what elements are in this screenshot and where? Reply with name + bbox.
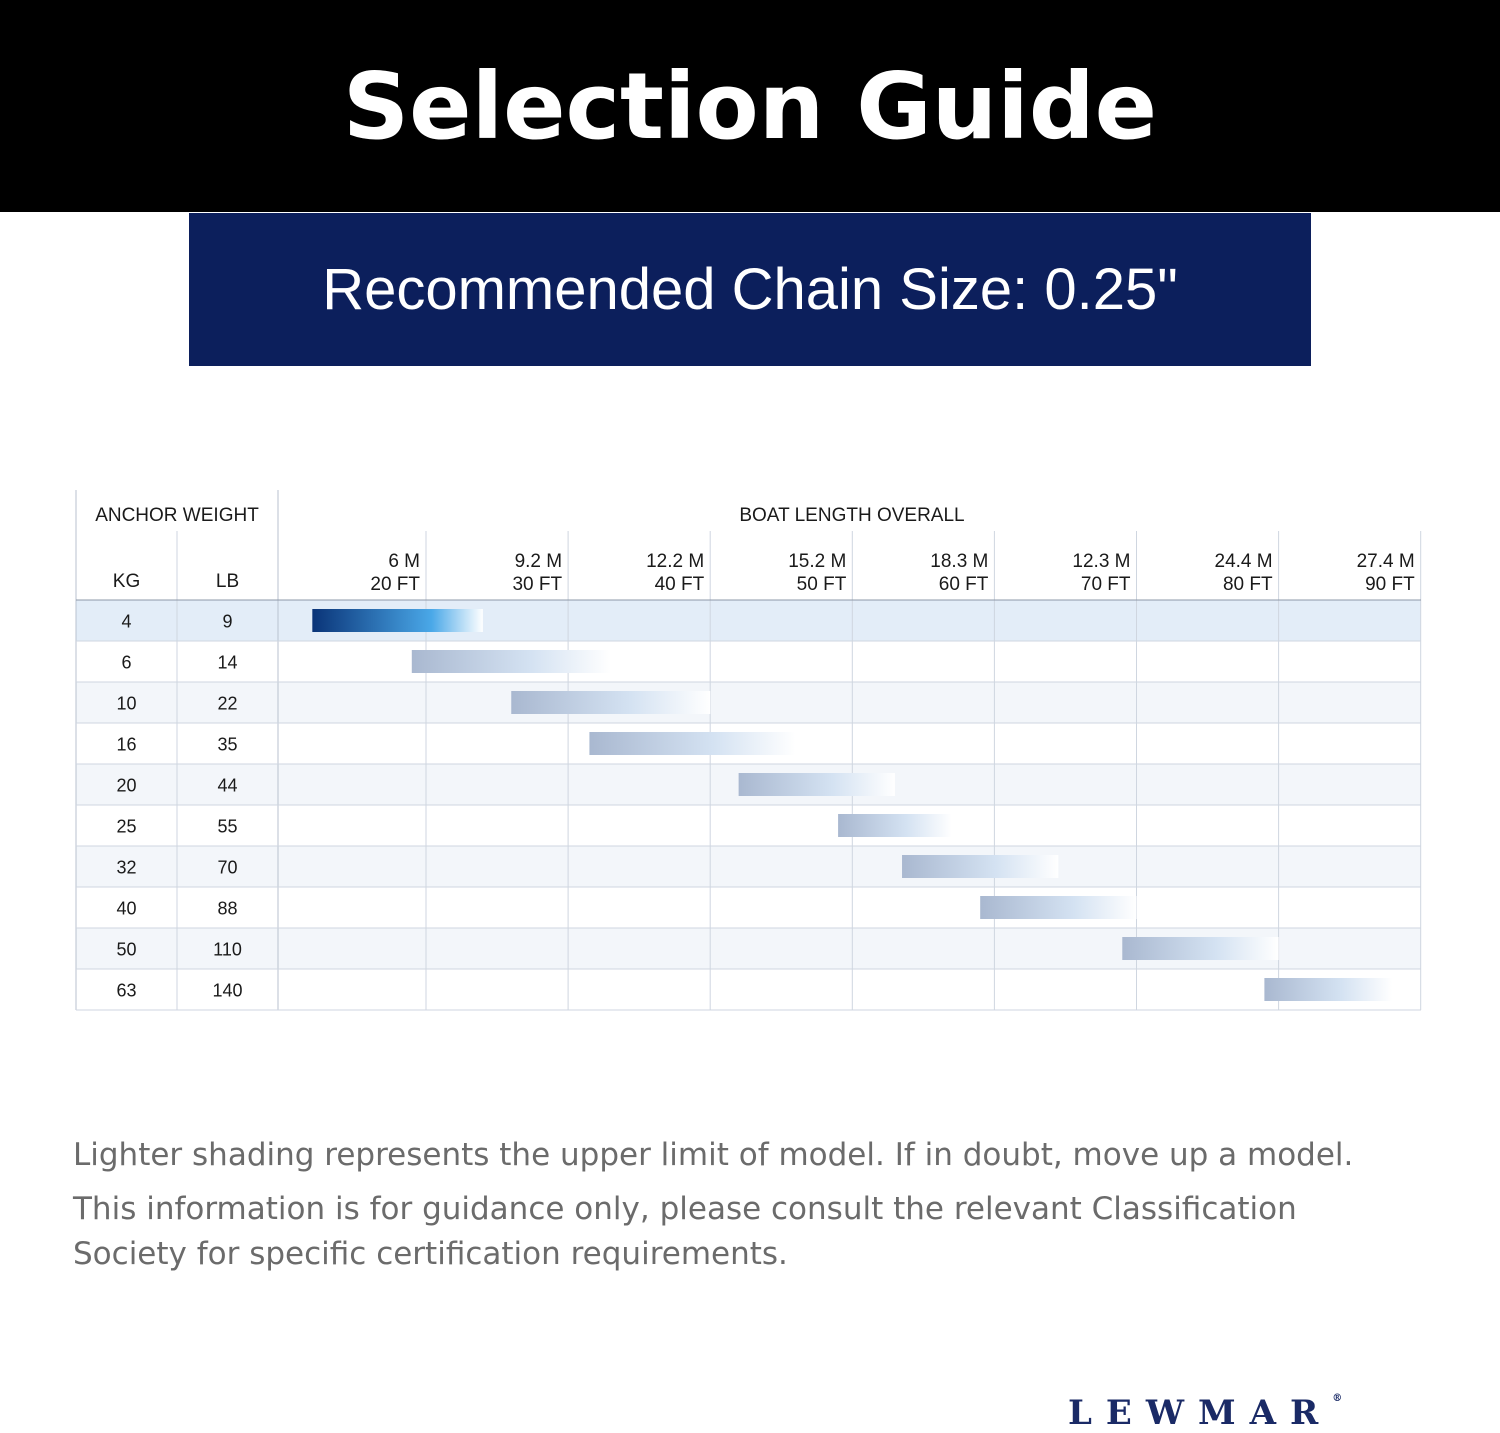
lewmar-logo: LEWMAR® [1068, 1393, 1438, 1433]
column-header-m: 12.2 M [646, 551, 704, 572]
row-kg-value: 10 [116, 694, 136, 714]
row-lb-value: 55 [217, 817, 237, 837]
range-bar [511, 691, 711, 714]
column-header-m: 6 M [388, 551, 420, 572]
anchor-weight-label: ANCHOR WEIGHT [95, 505, 259, 526]
row-kg-value: 20 [116, 776, 136, 796]
range-bar [738, 773, 895, 796]
row-kg-value: 6 [121, 653, 131, 673]
table-row-bg [76, 641, 1421, 682]
boat-length-label: BOAT LENGTH OVERALL [739, 505, 964, 526]
column-header-m: 18.3 M [930, 551, 988, 572]
row-lb-value: 35 [217, 735, 237, 755]
row-lb-value: 140 [212, 981, 242, 1001]
range-bar [312, 609, 483, 632]
header-bar: Selection Guide [0, 0, 1500, 212]
range-bar [838, 814, 952, 837]
row-lb-value: 110 [213, 940, 242, 960]
column-header-m: 9.2 M [515, 551, 563, 572]
row-lb-value: 44 [217, 776, 237, 796]
column-header-ft: 90 FT [1365, 574, 1415, 595]
row-kg-value: 32 [116, 858, 136, 878]
table-row-bg [76, 600, 1421, 641]
row-kg-value: 4 [121, 612, 131, 632]
lb-header: LB [216, 571, 239, 592]
column-header-ft: 80 FT [1223, 574, 1273, 595]
kg-header: KG [113, 571, 140, 592]
row-kg-value: 16 [116, 735, 136, 755]
table-row-bg [76, 887, 1421, 928]
row-kg-value: 25 [116, 817, 136, 837]
chain-size-banner: Recommended Chain Size: 0.25" [189, 213, 1311, 366]
range-bar [1264, 978, 1393, 1001]
row-lb-value: 70 [217, 858, 237, 878]
logo-text: LEWMAR [1068, 1393, 1333, 1433]
column-header-ft: 60 FT [939, 574, 989, 595]
column-header-m: 15.2 M [788, 551, 846, 572]
column-header-m: 27.4 M [1357, 551, 1415, 572]
table-row-bg [76, 682, 1421, 723]
range-bar [902, 855, 1059, 878]
note-line-1: Lighter shading represents the upper lim… [73, 1137, 1354, 1173]
row-lb-value: 88 [217, 899, 237, 919]
row-lb-value: 22 [217, 694, 237, 714]
range-bar [411, 650, 611, 673]
range-bar [980, 896, 1137, 919]
column-header-ft: 30 FT [512, 574, 562, 595]
page-title: Selection Guide [342, 53, 1158, 160]
column-header-m: 12.3 M [1072, 551, 1130, 572]
row-lb-value: 9 [222, 612, 232, 632]
row-lb-value: 14 [217, 653, 237, 673]
range-bar [1122, 937, 1279, 960]
column-header-ft: 20 FT [370, 574, 420, 595]
note-line-2: This information is for guidance only, p… [73, 1191, 1297, 1227]
row-kg-value: 63 [116, 981, 136, 1001]
column-header-m: 24.4 M [1215, 551, 1273, 572]
row-kg-value: 50 [116, 940, 136, 960]
range-bar [589, 732, 796, 755]
table-row-bg [76, 969, 1421, 1010]
chain-size-label: Recommended Chain Size: 0.25" [322, 257, 1178, 322]
column-header-ft: 70 FT [1081, 574, 1131, 595]
table-row-bg [76, 805, 1421, 846]
table-row-bg [76, 846, 1421, 887]
logo-registered-mark: ® [1332, 1393, 1343, 1404]
column-header-ft: 40 FT [655, 574, 705, 595]
column-header-ft: 50 FT [797, 574, 847, 595]
note-line-3: Society for specific certification requi… [73, 1236, 788, 1272]
row-kg-value: 40 [116, 899, 136, 919]
